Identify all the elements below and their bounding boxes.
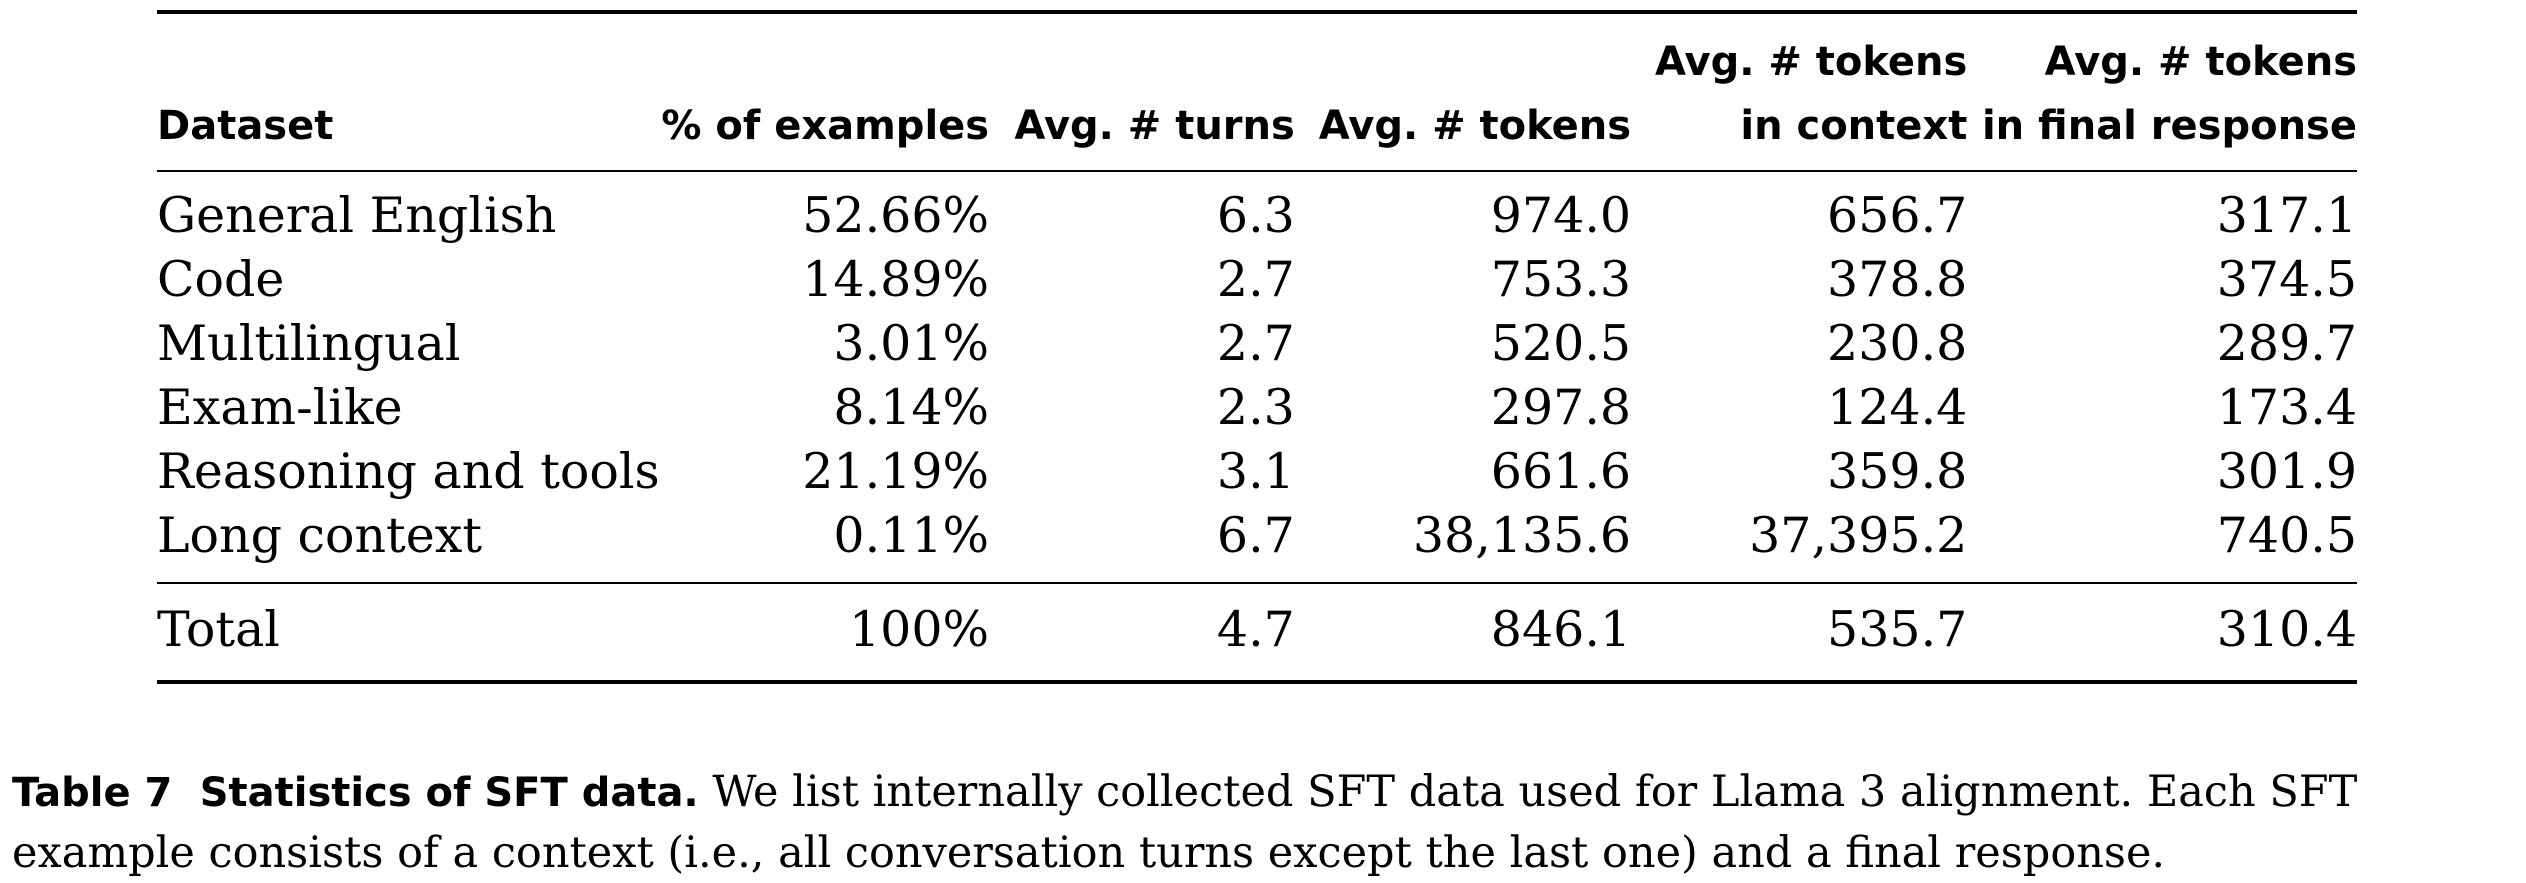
tokens-cell: 974.0 [1490, 187, 1632, 244]
dataset-cell: General English [157, 187, 557, 244]
response-tokens-cell: 173.4 [2216, 379, 2357, 436]
tokens-cell: 661.6 [1490, 443, 1632, 500]
turns-cell: 2.7 [1216, 251, 1295, 308]
context-tokens-cell: 378.8 [1827, 251, 1968, 308]
header-avg-tokens-context: Avg. # tokens in context [1654, 39, 1968, 149]
header-percent-examples: % of examples [661, 103, 990, 149]
turns-cell: 6.7 [1216, 507, 1295, 564]
tokens-cell: 753.3 [1490, 251, 1632, 308]
context-tokens-cell: 656.7 [1827, 187, 1968, 244]
table-row: Reasoning and tools 21.19% 3.1 661.6 359… [157, 440, 2357, 504]
total-percent-cell: 100% [849, 601, 990, 658]
percent-cell: 52.66% [802, 187, 990, 244]
dataset-cell: Long context [157, 507, 483, 564]
header-avg-tokens: Avg. # tokens [1318, 103, 1632, 149]
total-response-tokens-cell: 310.4 [2216, 601, 2357, 658]
dataset-cell: Reasoning and tools [157, 443, 660, 500]
response-tokens-cell: 317.1 [2216, 187, 2357, 244]
turns-cell: 3.1 [1216, 443, 1295, 500]
tokens-cell: 520.5 [1490, 315, 1632, 372]
response-tokens-cell: 301.9 [2216, 443, 2357, 500]
header-row: Dataset % of examples Avg. # turns Avg. … [157, 12, 2357, 171]
dataset-cell: Code [157, 251, 285, 308]
percent-cell: 0.11% [833, 507, 990, 564]
header-avg-turns: Avg. # turns [1014, 103, 1295, 149]
caption-title: Statistics of SFT data. [199, 770, 699, 816]
response-tokens-cell: 740.5 [2216, 507, 2357, 564]
table-row: Multilingual 3.01% 2.7 520.5 230.8 289.7 [157, 312, 2357, 376]
table-row: Exam-like 8.14% 2.3 297.8 124.4 173.4 [157, 376, 2357, 440]
total-tokens-cell: 846.1 [1490, 601, 1632, 658]
header-dataset: Dataset [157, 103, 334, 149]
turns-cell: 6.3 [1216, 187, 1295, 244]
turns-cell: 2.7 [1216, 315, 1295, 372]
sft-statistics-table: Dataset % of examples Avg. # turns Avg. … [157, 10, 2357, 684]
percent-cell: 14.89% [802, 251, 990, 308]
percent-cell: 3.01% [833, 315, 990, 372]
percent-cell: 21.19% [802, 443, 990, 500]
context-tokens-cell: 359.8 [1827, 443, 1968, 500]
dataset-cell: Multilingual [157, 315, 461, 372]
response-tokens-cell: 374.5 [2216, 251, 2357, 308]
table-row: General English 52.66% 6.3 974.0 656.7 3… [157, 171, 2357, 248]
total-label-cell: Total [157, 601, 280, 658]
total-turns-cell: 4.7 [1216, 601, 1295, 658]
dataset-cell: Exam-like [157, 379, 403, 436]
table-row: Code 14.89% 2.7 753.3 378.8 374.5 [157, 248, 2357, 312]
caption-label: Table 7 [12, 770, 173, 816]
table-row: Long context 0.11% 6.7 38,135.6 37,395.2… [157, 504, 2357, 583]
context-tokens-cell: 37,395.2 [1749, 507, 1968, 564]
percent-cell: 8.14% [833, 379, 990, 436]
response-tokens-cell: 289.7 [2216, 315, 2357, 372]
table-caption: Table 7 Statistics of SFT data. We list … [12, 762, 2522, 883]
turns-cell: 2.3 [1216, 379, 1295, 436]
total-context-tokens-cell: 535.7 [1827, 601, 1968, 658]
data-table: Dataset % of examples Avg. # turns Avg. … [157, 10, 2357, 684]
context-tokens-cell: 230.8 [1827, 315, 1968, 372]
tokens-cell: 38,135.6 [1412, 507, 1632, 564]
header-avg-tokens-final-response: Avg. # tokens in final response [1981, 39, 2357, 149]
total-row: Total 100% 4.7 846.1 535.7 310.4 [157, 583, 2357, 682]
caption-text: We list internally collected SFT data us… [12, 767, 2358, 878]
context-tokens-cell: 124.4 [1827, 379, 1968, 436]
tokens-cell: 297.8 [1490, 379, 1632, 436]
